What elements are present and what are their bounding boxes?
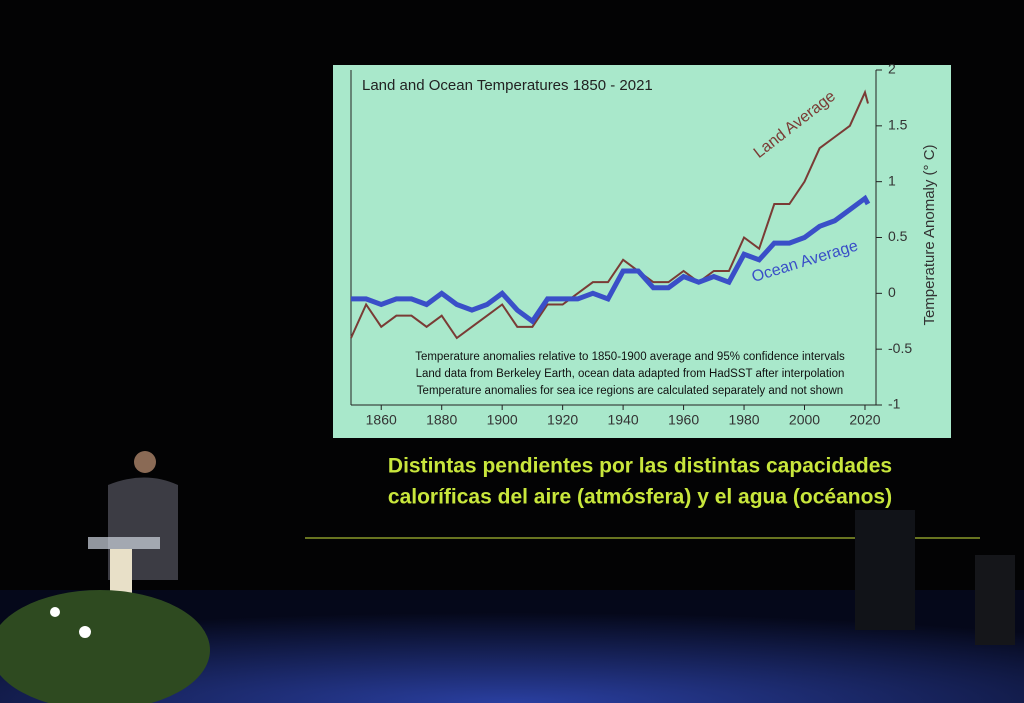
y-tick-label: -0.5 bbox=[888, 340, 912, 356]
y-tick-label: 2 bbox=[888, 61, 896, 77]
x-tick-label: 1900 bbox=[487, 412, 518, 428]
x-tick-label: 1920 bbox=[547, 412, 578, 428]
chart-title: Land and Ocean Temperatures 1850 - 2021 bbox=[362, 77, 653, 94]
x-tick-label: 1980 bbox=[728, 412, 759, 428]
x-tick-label: 1960 bbox=[668, 412, 699, 428]
x-tick-label: 1860 bbox=[366, 412, 397, 428]
chart-note: Land data from Berkeley Earth, ocean dat… bbox=[416, 368, 845, 380]
x-tick-label: 1940 bbox=[608, 412, 639, 428]
slide-caption: caloríficas del aire (atmósfera) y el ag… bbox=[388, 486, 892, 509]
chart-note: Temperature anomalies for sea ice region… bbox=[417, 385, 843, 397]
x-tick-label: 1880 bbox=[426, 412, 457, 428]
y-axis-label: Temperature Anomaly (° C) bbox=[921, 144, 938, 325]
series-line bbox=[350, 89, 869, 340]
plants bbox=[0, 590, 210, 703]
series-line bbox=[351, 194, 871, 325]
x-tick-label: 2000 bbox=[789, 412, 820, 428]
equipment bbox=[855, 510, 1015, 645]
y-tick-label: 0.5 bbox=[888, 228, 908, 244]
x-tick-label: 2020 bbox=[849, 412, 880, 428]
y-tick-label: 1 bbox=[888, 172, 896, 188]
y-tick-label: 0 bbox=[888, 284, 896, 300]
y-tick-label: 1.5 bbox=[888, 117, 908, 133]
y-tick-label: -1 bbox=[888, 396, 901, 412]
chart-note: Temperature anomalies relative to 1850-1… bbox=[415, 351, 845, 363]
slide-caption: Distintas pendientes por las distintas c… bbox=[388, 455, 892, 478]
